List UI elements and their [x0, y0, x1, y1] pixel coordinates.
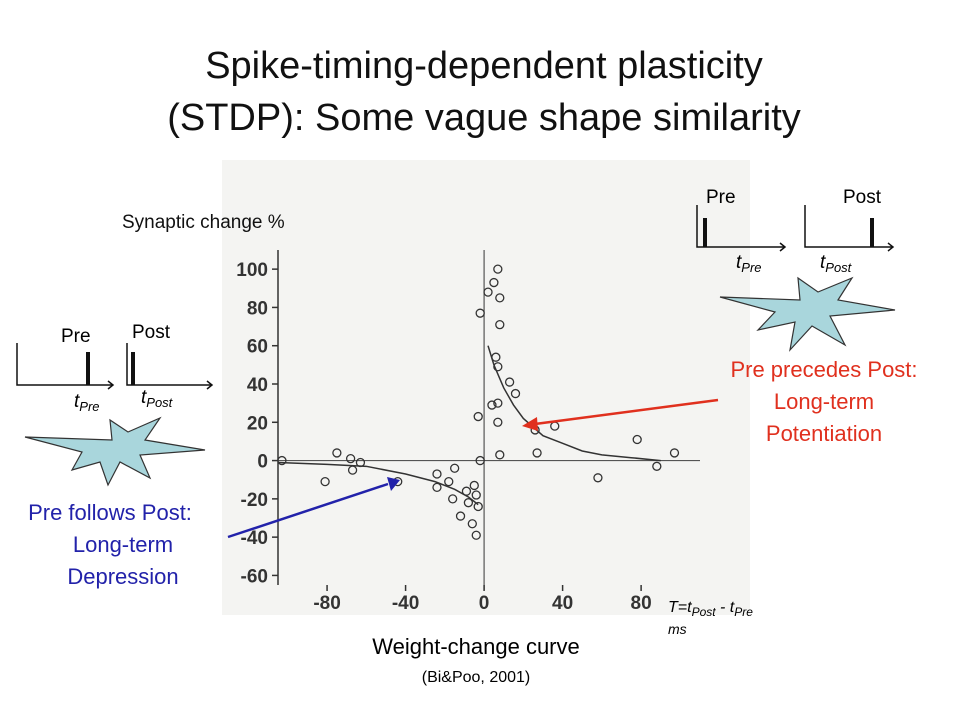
- data-point: [455, 511, 466, 521]
- data-point: [495, 320, 505, 330]
- y-tick-label: -40: [241, 528, 268, 549]
- data-point: [448, 494, 458, 504]
- sub: Post: [146, 395, 173, 410]
- t: t: [141, 387, 147, 408]
- data-point: [495, 450, 505, 460]
- data-point: [493, 417, 503, 427]
- y-tick-label: 20: [247, 413, 268, 434]
- y-tick-label: 0: [257, 452, 268, 473]
- y-tick-label: -20: [241, 490, 268, 511]
- data-point: [461, 486, 472, 496]
- inset-label: tPre: [74, 391, 100, 414]
- t: t: [74, 391, 80, 412]
- arrows: [227, 398, 719, 539]
- data-point: [669, 448, 680, 458]
- data-point: [450, 463, 460, 473]
- inset-axes: [16, 205, 895, 390]
- data-point: [463, 498, 474, 508]
- inset-label: Pre: [61, 326, 91, 347]
- data-point: [493, 362, 503, 372]
- data-point: [432, 482, 442, 493]
- x-label-part: - t: [716, 599, 735, 616]
- neuron: [24, 276, 896, 487]
- data-point: [432, 469, 442, 479]
- data-point: [489, 277, 499, 288]
- fit-curve: [487, 345, 661, 462]
- x-tick-label: -40: [392, 593, 419, 614]
- data-point: [473, 411, 483, 422]
- title-line: (STDP): Some vague shape similarity: [167, 97, 801, 139]
- y-tick-label: 40: [247, 375, 268, 396]
- inset-label: tPre: [736, 252, 762, 275]
- ltp-label: Pre precedes Post:: [730, 357, 917, 382]
- sub: Post: [825, 260, 852, 275]
- sub: Pre: [741, 260, 761, 275]
- x-label-part: T=t: [668, 599, 692, 616]
- data-point: [277, 455, 287, 466]
- y-tick-label: 80: [247, 298, 268, 319]
- data-point: [652, 461, 662, 471]
- source: (Bi&Poo, 2001): [422, 669, 531, 686]
- data-point: [467, 519, 477, 529]
- ltd-label: Depression: [67, 564, 178, 589]
- ltp-label: Long-term: [774, 389, 874, 414]
- inset-label: Post: [132, 322, 171, 343]
- data-point: [347, 465, 358, 475]
- inset-label: Post: [843, 187, 882, 208]
- y-tick-label: 60: [247, 337, 268, 358]
- data-point: [483, 287, 493, 297]
- ltp-label: Potentiation: [766, 421, 882, 446]
- data-point: [473, 501, 483, 512]
- y-tick-label: -60: [241, 566, 268, 587]
- title-line: Spike-timing-dependent plasticity: [205, 45, 763, 87]
- data-point: [471, 530, 481, 540]
- data-point: [493, 398, 503, 408]
- data-point: [504, 377, 515, 387]
- x-tick-label: -80: [313, 593, 340, 614]
- spikes: [86, 218, 874, 385]
- data-point: [475, 455, 485, 466]
- t: t: [736, 252, 742, 273]
- data-point: [320, 476, 330, 487]
- ltd-label: Pre follows Post:: [28, 500, 192, 525]
- data-point: [355, 457, 366, 468]
- x-tick-label: 0: [479, 593, 490, 614]
- data-point: [510, 388, 521, 399]
- data-point: [471, 490, 481, 500]
- data-point: [593, 473, 603, 483]
- y-axis-label: Synaptic change %: [122, 212, 285, 233]
- inset-label: Pre: [706, 187, 736, 208]
- scan-background: [222, 160, 750, 615]
- inset-label: tPost: [820, 252, 853, 275]
- data-point: [495, 293, 505, 303]
- data-point: [469, 480, 479, 491]
- x-unit: ms: [668, 621, 687, 637]
- t: t: [820, 252, 826, 273]
- data-point: [532, 448, 542, 458]
- data-point: [475, 308, 485, 318]
- x-axis-label: T=tPost - tPre: [668, 599, 753, 619]
- plot: -60 -40 -20 0 20 40 60 80 100 -80 -40 0 40 80: [236, 250, 700, 614]
- inset-label: tPost: [141, 387, 174, 410]
- x-label-part: Post: [692, 605, 717, 619]
- data-point: [632, 434, 642, 445]
- sub: Pre: [79, 399, 99, 414]
- ltd-label: Long-term: [73, 532, 173, 557]
- data-point: [444, 476, 454, 487]
- data-point: [491, 352, 501, 362]
- caption: Weight-change curve: [372, 634, 580, 659]
- data-point: [345, 454, 356, 464]
- data-point: [487, 400, 497, 410]
- x-tick-label: 80: [631, 593, 652, 614]
- x-label-part: Pre: [734, 605, 753, 619]
- data-point: [493, 264, 503, 274]
- y-tick-label: 100: [236, 260, 268, 281]
- x-tick-label: 40: [552, 593, 573, 614]
- data-point: [332, 448, 342, 458]
